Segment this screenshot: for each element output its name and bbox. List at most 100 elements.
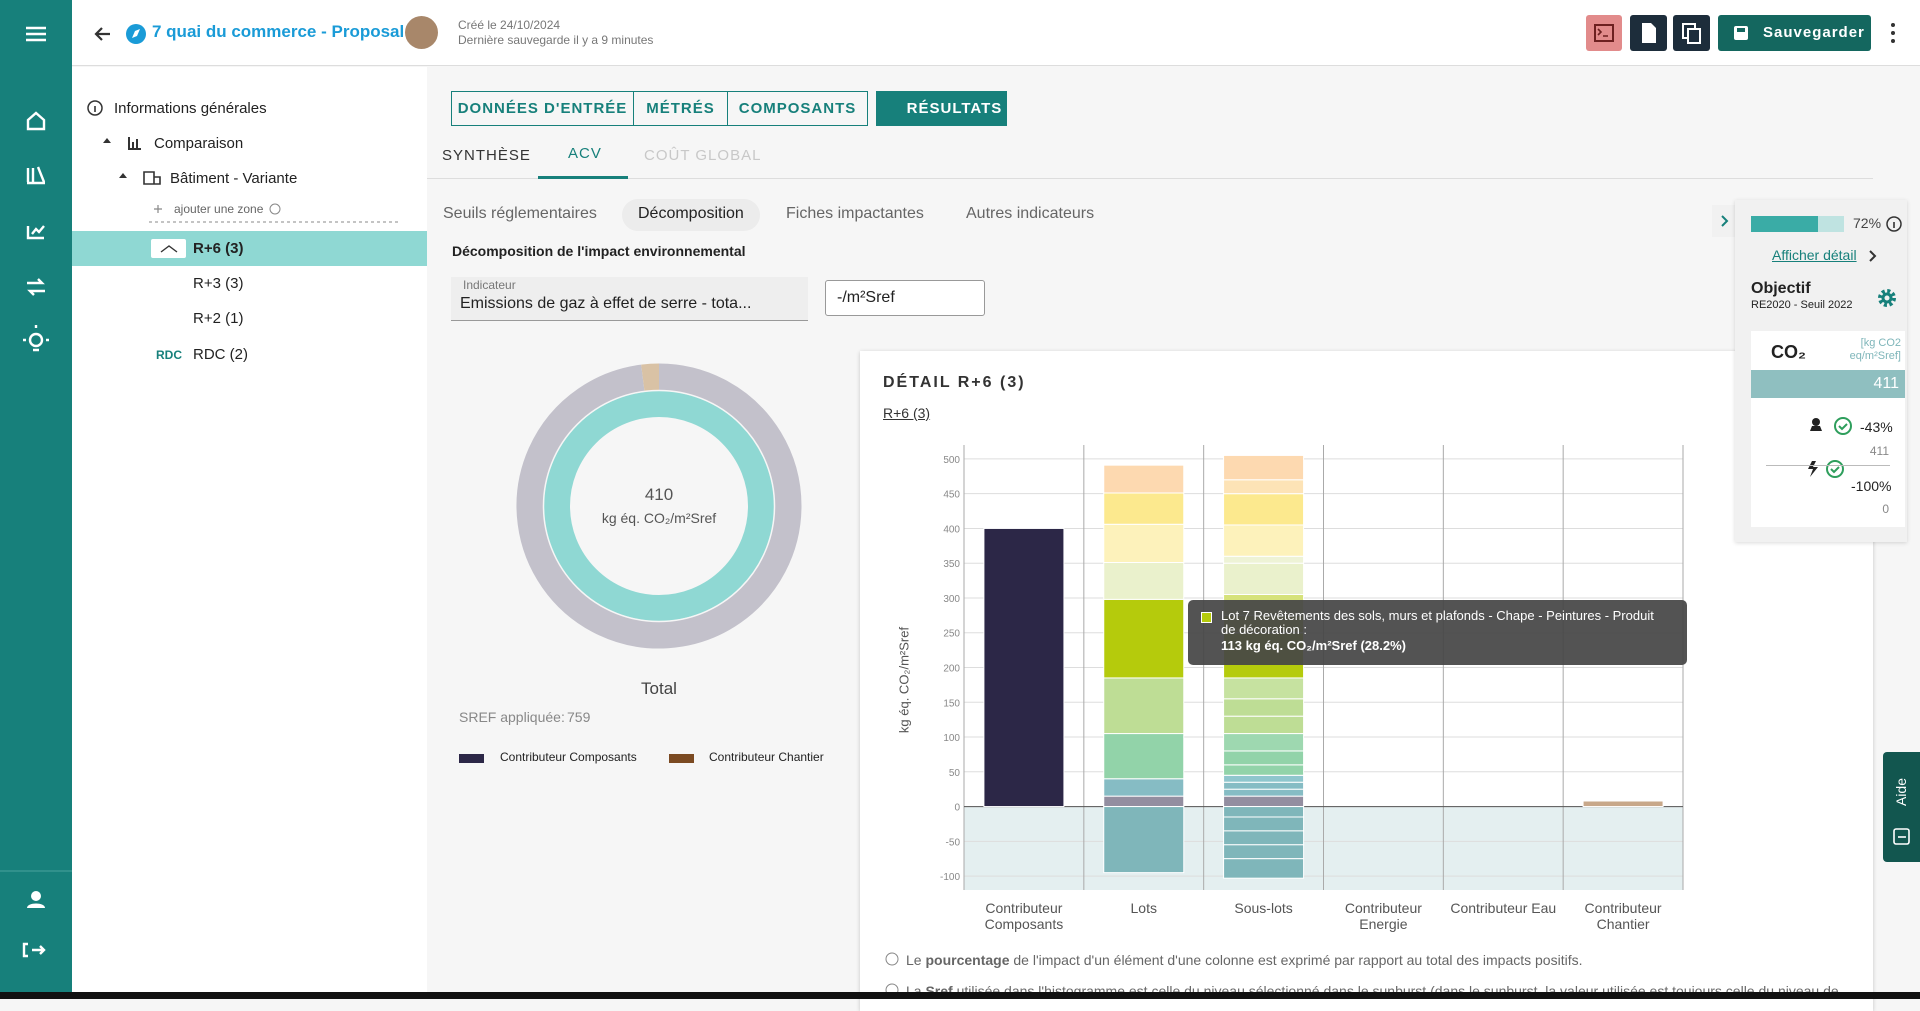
panel-toggle[interactable] xyxy=(1712,205,1738,237)
tree-icons xyxy=(87,100,399,258)
sref-value: 759 xyxy=(567,709,591,725)
x-tick-label: Sous-lots xyxy=(1234,900,1293,916)
donut-value: 410 xyxy=(644,485,674,504)
library-icon[interactable] xyxy=(26,166,46,185)
selected-row[interactable] xyxy=(72,231,427,266)
subtab-line xyxy=(427,178,1873,179)
duplicate-button[interactable] xyxy=(1673,15,1710,51)
y-tick-label: 250 xyxy=(943,629,960,640)
pill[interactable]: Fiches impactantes xyxy=(786,205,924,222)
detail-link[interactable]: Afficher détail xyxy=(1772,247,1857,263)
y-tick-label: -100 xyxy=(940,872,960,883)
section-title: Décomposition de l'impact environnementa… xyxy=(452,243,746,259)
y-tick-label: 50 xyxy=(949,768,961,779)
note-icons xyxy=(885,952,899,997)
swap-icon[interactable] xyxy=(27,278,45,296)
back-icon[interactable] xyxy=(90,19,150,49)
row-pct: -100% xyxy=(1851,478,1892,494)
tree-item[interactable]: Informations générales xyxy=(114,100,267,117)
pill[interactable]: Autres indicateurs xyxy=(966,205,1095,222)
bar-segment xyxy=(1223,454,1305,481)
tree-badge: RDC xyxy=(156,348,182,362)
nav-rail xyxy=(0,0,72,999)
subtab[interactable]: SYNTHÈSE xyxy=(442,147,531,164)
tree-item[interactable]: Bâtiment - Variante xyxy=(170,170,298,187)
bar-segment xyxy=(1103,464,1185,494)
subtab-indicator xyxy=(538,176,628,179)
unit-select[interactable] xyxy=(825,280,985,316)
bar-segment xyxy=(1223,493,1305,526)
bulb-icon[interactable] xyxy=(28,332,44,348)
subtab-active[interactable]: ACV xyxy=(568,145,602,162)
unit-value[interactable]: -/m²Sref xyxy=(837,289,895,306)
tree-item[interactable]: Comparaison xyxy=(154,135,244,152)
tree-item[interactable]: R+6 (3) xyxy=(193,240,244,257)
objective-panel: 72% Afficher détail Objectif RE2020 - Se… xyxy=(1735,200,1907,542)
progress-label: 72% xyxy=(1853,215,1882,231)
taskbar xyxy=(0,992,1920,999)
chart-icon[interactable] xyxy=(26,225,45,240)
x-tick-label: Contributeur Energie xyxy=(1344,900,1422,932)
save-label[interactable]: Sauvegarder xyxy=(1763,24,1865,41)
row-pct: -43% xyxy=(1860,419,1893,435)
donut-gap xyxy=(542,389,776,623)
pill[interactable]: Seuils réglementaires xyxy=(443,205,597,222)
avatar[interactable] xyxy=(405,16,438,49)
objective-title: Objectif xyxy=(1751,280,1811,297)
pill[interactable]: Décomposition xyxy=(638,205,744,222)
legend-swatch xyxy=(459,754,484,763)
legend-label: Contributeur Chantier xyxy=(709,750,824,764)
tree-panel xyxy=(72,67,427,992)
help-label[interactable]: Aide xyxy=(1893,777,1909,807)
tree-item[interactable]: RDC (2) xyxy=(193,346,248,363)
note: Le pourcentage de l'impact d'un élément … xyxy=(906,952,1582,968)
tab-active[interactable]: RÉSULTATS xyxy=(876,91,1007,126)
value-bar xyxy=(1751,370,1905,398)
logout-icon[interactable] xyxy=(22,942,46,958)
x-tick-label: Contributeur Eau xyxy=(1450,900,1557,916)
note-text: de l'impact d'un élément d'une colonne e… xyxy=(1009,952,1583,968)
save-button[interactable]: Sauvegarder xyxy=(1718,15,1871,51)
note-bold: pourcentage xyxy=(925,952,1010,968)
more-icon[interactable] xyxy=(1888,19,1898,49)
project-title[interactable]: 7 quai du commerce - Proposal 1 xyxy=(152,22,419,41)
indicator-select[interactable] xyxy=(451,277,808,321)
note-text: Le xyxy=(906,952,926,968)
donut-segment xyxy=(641,363,660,392)
bar-segment xyxy=(1223,844,1305,860)
tab[interactable]: DONNÉES D'ENTRÉE xyxy=(451,91,634,126)
row-value: 411 xyxy=(1869,444,1889,458)
tab[interactable]: COMPOSANTS xyxy=(727,91,868,126)
y-tick-label: 0 xyxy=(954,803,960,814)
settings-icon[interactable] xyxy=(1876,287,1898,309)
tab[interactable]: MÉTRÉS xyxy=(633,91,728,126)
row-value: 0 xyxy=(1882,502,1889,516)
pill-active[interactable] xyxy=(622,199,760,231)
export-button[interactable] xyxy=(1630,15,1667,51)
home-icon[interactable] xyxy=(26,111,46,131)
bar-segment xyxy=(1103,733,1185,780)
bar-segment xyxy=(1223,677,1305,700)
bar-segment xyxy=(1223,806,1305,818)
row-separator xyxy=(1766,465,1890,466)
menu-icon[interactable] xyxy=(26,26,46,42)
bar-segment xyxy=(1103,562,1185,600)
co2-label: CO₂ xyxy=(1771,342,1806,362)
donut-unit: kg éq. CO₂/m²Sref xyxy=(601,510,717,526)
tree-item[interactable]: R+2 (1) xyxy=(193,310,244,327)
add-zone[interactable]: ajouter une zone xyxy=(174,202,264,216)
tree-item[interactable]: R+3 (3) xyxy=(193,275,244,292)
console-button[interactable] xyxy=(1586,15,1622,51)
user-icon[interactable] xyxy=(31,891,41,901)
bar-segment xyxy=(1103,795,1185,808)
bar-segment xyxy=(1223,524,1305,557)
y-tick-label: 500 xyxy=(943,455,960,466)
help-tab[interactable]: Aide xyxy=(1883,752,1920,862)
chart-subtitle[interactable]: R+6 (3) xyxy=(883,405,931,421)
objective-card: CO₂ [kg CO2 eq/m²Sref] 411 -43% 411 -100… xyxy=(1751,331,1905,527)
y-tick-label: 300 xyxy=(943,594,960,605)
progress-bar xyxy=(1751,216,1818,232)
select-value[interactable]: Emissions de gaz à effet de serre - tota… xyxy=(460,295,752,312)
donut-segment xyxy=(544,391,774,621)
legend-label: Contributeur Composants xyxy=(500,750,637,764)
